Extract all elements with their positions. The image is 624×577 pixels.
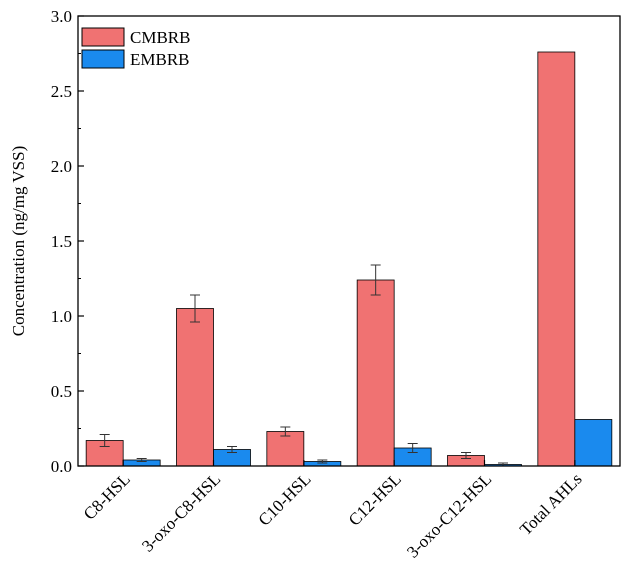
y-tick-label: 0.0 xyxy=(51,457,72,476)
legend: CMBRB EMBRB xyxy=(81,27,190,69)
error-bar-embrb-3-oxo-c8-hsl xyxy=(227,446,237,453)
y-tick-label: 1.0 xyxy=(51,307,72,326)
error-bar-cmbrb-c10-hsl xyxy=(280,426,291,437)
error-bar-cmbrb-3-oxo-c8-hsl xyxy=(190,294,200,323)
x-tick-label: C10-HSL xyxy=(254,469,314,529)
bars-layer xyxy=(85,51,613,467)
error-bar-cmbrb-c8-hsl xyxy=(99,434,110,447)
y-tick-label: 1.5 xyxy=(51,232,72,251)
bar-cmbrb-total-ahls xyxy=(537,51,576,467)
x-tick-label: 3-oxo-C12-HSL xyxy=(403,469,495,561)
legend-swatch-cmbrb xyxy=(81,27,125,47)
error-bar-embrb-c10-hsl xyxy=(317,459,328,464)
y-tick-label: 2.5 xyxy=(51,82,72,101)
x-tick-label: C12-HSL xyxy=(345,469,405,529)
error-bar-cmbrb-3-oxo-c12-hsl xyxy=(461,452,471,459)
bar-cmbrb-c12-hsl xyxy=(356,279,395,467)
y-tick-label: 2.0 xyxy=(51,157,72,176)
x-axis: C8-HSL 3-oxo-C8-HSL C10-HSL C12-HSL3-oxo-C1… xyxy=(80,460,586,562)
bar-cmbrb-c10-hsl xyxy=(266,431,305,467)
y-tick-label: 3.0 xyxy=(51,7,72,26)
y-tick-label: 0.5 xyxy=(51,382,72,401)
error-bar-embrb-c8-hsl xyxy=(136,458,147,462)
error-bar-cmbrb-c12-hsl xyxy=(370,264,381,296)
legend-label-embrb: EMBRB xyxy=(130,50,190,69)
x-tick-label: Total AHLs xyxy=(516,469,586,539)
y-axis-label: Concentration (ng/mg VSS) xyxy=(9,146,28,336)
legend-label-cmbrb: CMBRB xyxy=(130,28,190,47)
bar-embrb-total-ahls xyxy=(574,419,613,467)
bar-cmbrb-3-oxo-c8-hsl xyxy=(176,308,214,467)
error-bar-embrb-c12-hsl xyxy=(407,443,418,453)
x-tick-label: 3-oxo-C8-HSL xyxy=(138,469,224,555)
x-tick-label: C8-HSL xyxy=(80,469,134,523)
y-axis: 0.0 0.5 1.0 1.5 2.0 2.5 3.0 xyxy=(51,7,84,476)
legend-swatch-embrb xyxy=(81,49,125,69)
